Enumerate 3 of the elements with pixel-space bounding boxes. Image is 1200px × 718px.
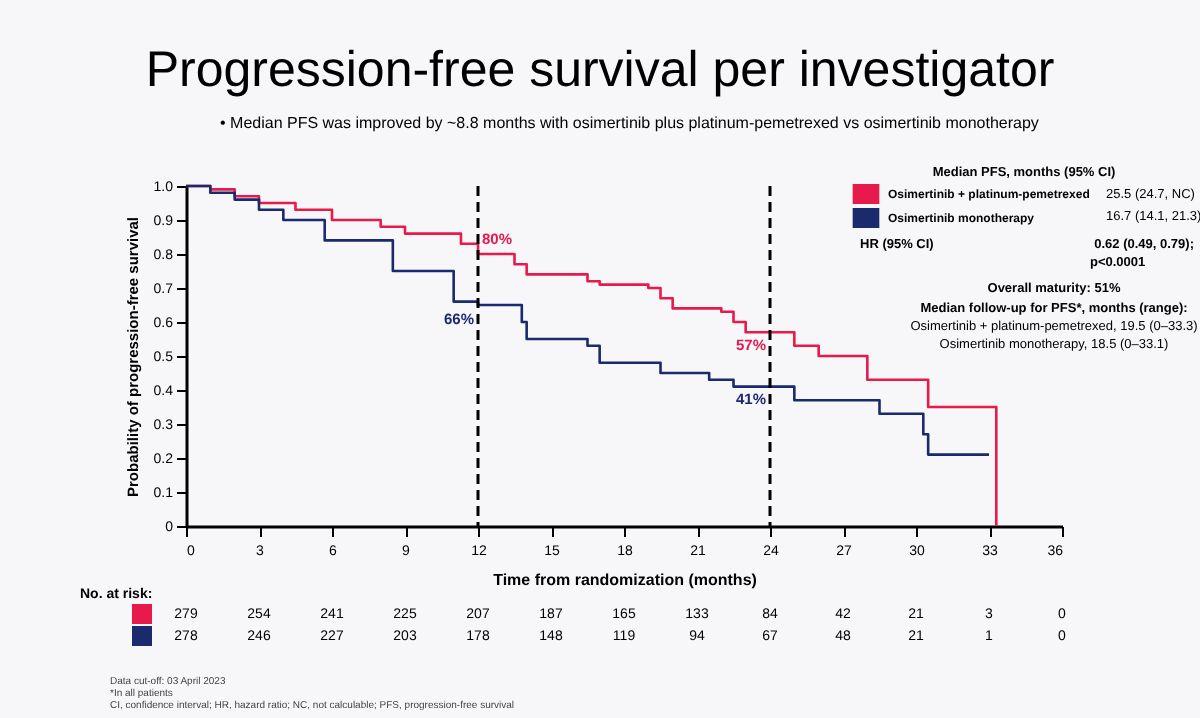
chart-title: Progression-free survival per investigator <box>145 42 1055 98</box>
x-axis-title: Time from randomization (months) <box>493 571 758 589</box>
chart-subtitle: • Median PFS was improved by ~8.8 months with osimertinib plus platinum-pemetrexed vs osimertinib monotherapy <box>220 114 1039 132</box>
